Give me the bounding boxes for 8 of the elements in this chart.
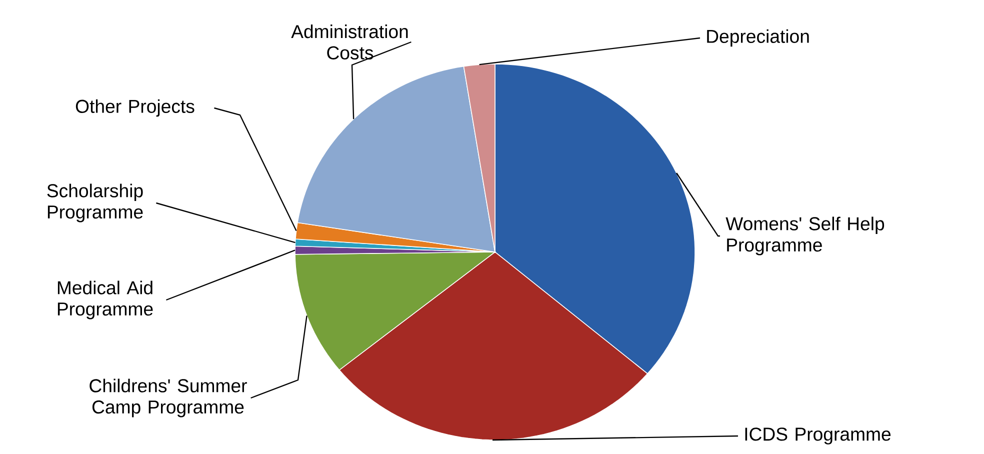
slice-label: Other Projects xyxy=(76,99,194,117)
slice-label: ICDS Programme xyxy=(745,428,891,444)
slice-label: Childrens' Summer Camp Programme xyxy=(90,378,247,418)
slice-label: Depreciation xyxy=(707,29,809,47)
slice-label: Scholarship Programme xyxy=(47,184,143,222)
slice-label: Womens' Self Help Programme xyxy=(726,216,884,256)
slice-label: Medical Aid Programme xyxy=(58,280,153,320)
slice-label: Administration Costs xyxy=(291,24,408,60)
